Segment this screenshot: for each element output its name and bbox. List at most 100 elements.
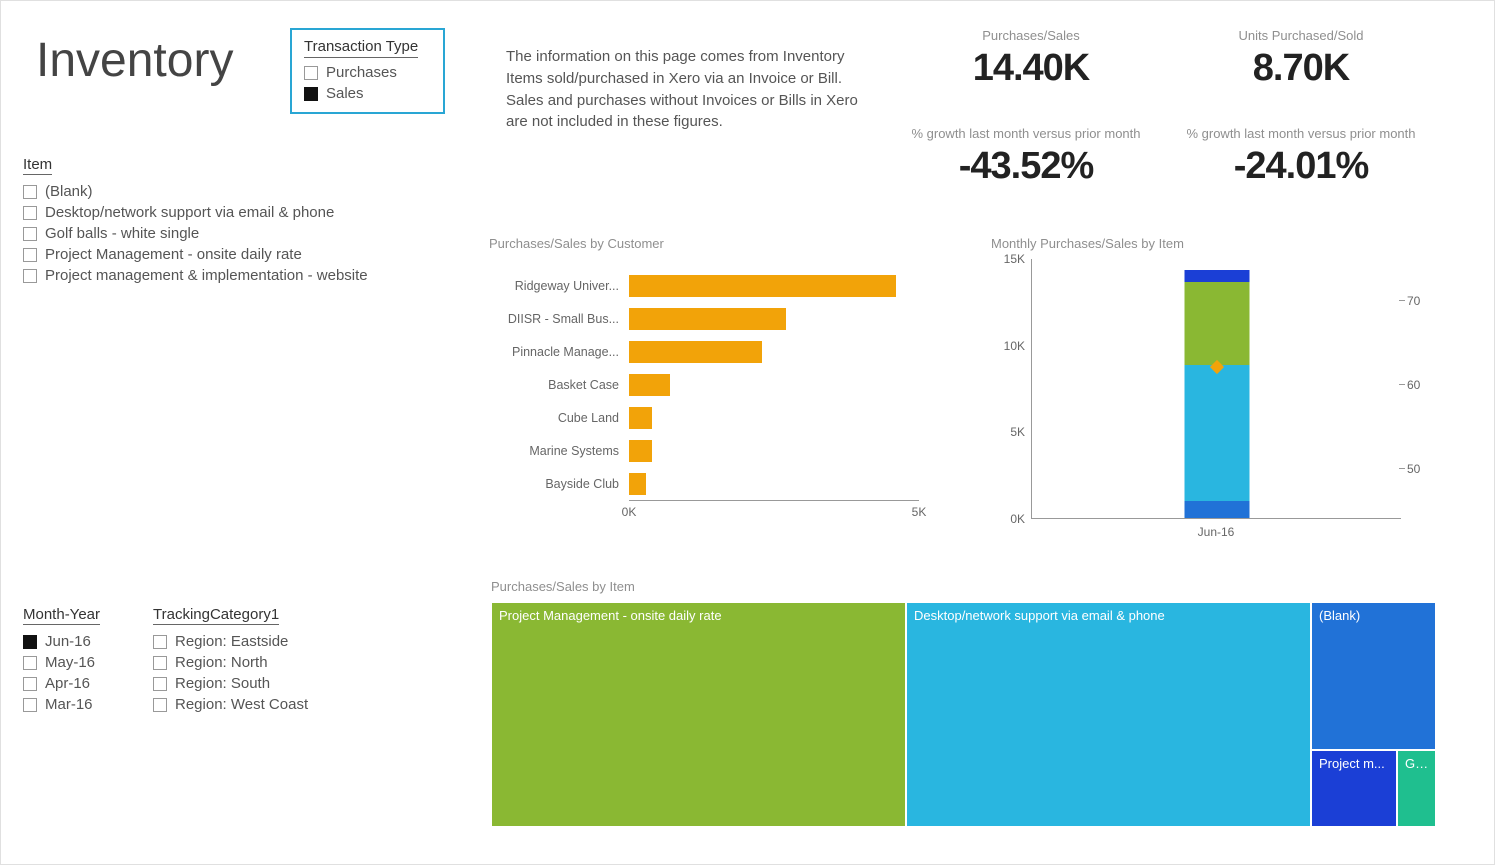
month-year-label: Jun-16 — [45, 633, 91, 650]
transaction-type-item[interactable]: Purchases — [304, 62, 431, 83]
treemap-cell[interactable]: (Blank) — [1311, 602, 1436, 750]
filter-title[interactable]: Month-Year — [23, 606, 100, 625]
kpi-purchases-sales: Purchases/Sales 14.40K — [926, 28, 1136, 90]
checkbox-icon[interactable] — [304, 66, 318, 80]
item-filter-item[interactable]: Project Management - onsite daily rate — [23, 244, 443, 265]
month-year-item[interactable]: May-16 — [23, 652, 143, 673]
bar-row[interactable]: Ridgeway Univer... — [489, 269, 919, 302]
kpi-value: 8.70K — [1196, 47, 1406, 90]
checkbox-icon[interactable] — [23, 185, 37, 199]
month-year-item[interactable]: Jun-16 — [23, 631, 143, 652]
filter-title[interactable]: TrackingCategory1 — [153, 606, 279, 625]
tracking-category-label: Region: South — [175, 675, 270, 692]
checkbox-icon[interactable] — [23, 227, 37, 241]
checkbox-icon[interactable] — [23, 677, 37, 691]
tracking-category-label: Region: Eastside — [175, 633, 288, 650]
column-segment[interactable] — [1184, 270, 1249, 282]
column-chart-y-axis: 0K5K10K15K — [991, 259, 1031, 519]
kpi-growth-units: % growth last month versus prior month -… — [1171, 126, 1431, 188]
stacked-column[interactable] — [1184, 270, 1249, 518]
checkbox-icon[interactable] — [23, 656, 37, 670]
checkbox-icon[interactable] — [23, 269, 37, 283]
transaction-type-slicer[interactable]: Transaction Type Purchases Sales — [290, 28, 445, 114]
treemap-cell[interactable]: Desktop/network support via email & phon… — [906, 602, 1311, 827]
item-filter[interactable]: Item (Blank) Desktop/network support via … — [23, 156, 443, 286]
column-segment[interactable] — [1184, 282, 1249, 365]
month-year-filter[interactable]: Month-Year Jun-16 May-16 Apr-16 Mar-16 — [23, 606, 143, 715]
kpi-value: -43.52% — [896, 145, 1156, 188]
kpi-label: % growth last month versus prior month — [896, 126, 1156, 141]
bar[interactable] — [629, 440, 652, 462]
axis-tick: 60 — [1407, 378, 1420, 392]
filter-title[interactable]: Item — [23, 156, 52, 175]
tracking-category-item[interactable]: Region: North — [153, 652, 353, 673]
bar-row[interactable]: Cube Land — [489, 401, 919, 434]
month-year-item[interactable]: Mar-16 — [23, 694, 143, 715]
item-filter-item[interactable]: (Blank) — [23, 181, 443, 202]
item-filter-item[interactable]: Desktop/network support via email & phon… — [23, 202, 443, 223]
column-chart-monthly-by-item[interactable]: Monthly Purchases/Sales by Item 0K5K10K1… — [991, 236, 1441, 539]
bar-row[interactable]: Marine Systems — [489, 434, 919, 467]
axis-tick: 5K — [912, 505, 927, 519]
treemap-cell[interactable]: Project m... — [1311, 750, 1397, 827]
bar-row[interactable]: Pinnacle Manage... — [489, 335, 919, 368]
kpi-value: 14.40K — [926, 47, 1136, 90]
bar[interactable] — [629, 341, 762, 363]
checkbox-icon[interactable] — [23, 635, 37, 649]
month-year-item[interactable]: Apr-16 — [23, 673, 143, 694]
slicer-title: Transaction Type — [304, 38, 418, 58]
page-title: Inventory — [36, 33, 233, 88]
bar[interactable] — [629, 407, 652, 429]
checkbox-icon[interactable] — [23, 206, 37, 220]
info-description: The information on this page comes from … — [506, 46, 866, 133]
chart-title: Monthly Purchases/Sales by Item — [991, 236, 1441, 251]
bar[interactable] — [629, 308, 786, 330]
bar-row[interactable]: Bayside Club — [489, 467, 919, 500]
checkbox-icon[interactable] — [153, 677, 167, 691]
bar[interactable] — [629, 473, 646, 495]
checkbox-icon[interactable] — [304, 87, 318, 101]
treemap-cell[interactable]: Project Management - onsite daily rate — [491, 602, 906, 827]
month-year-label: May-16 — [45, 654, 95, 671]
checkbox-icon[interactable] — [23, 698, 37, 712]
column-segment[interactable] — [1184, 365, 1249, 500]
item-filter-item[interactable]: Project management & implementation - we… — [23, 265, 443, 286]
tracking-category-item[interactable]: Region: West Coast — [153, 694, 353, 715]
axis-tick: 15K — [1004, 252, 1025, 266]
bar-row[interactable]: DIISR - Small Bus... — [489, 302, 919, 335]
tracking-category-item[interactable]: Region: Eastside — [153, 631, 353, 652]
bar-category-label: Pinnacle Manage... — [489, 345, 629, 359]
axis-tick: 0K — [622, 505, 637, 519]
axis-handle-icon — [1399, 384, 1405, 385]
item-filter-item[interactable]: Golf balls - white single — [23, 223, 443, 244]
bar-row[interactable]: Basket Case — [489, 368, 919, 401]
bar-category-label: Cube Land — [489, 411, 629, 425]
tracking-category-filter[interactable]: TrackingCategory1 Region: Eastside Region… — [153, 606, 353, 715]
bar[interactable] — [629, 275, 896, 297]
kpi-label: Units Purchased/Sold — [1196, 28, 1406, 43]
transaction-type-label: Sales — [326, 85, 364, 102]
axis-tick: 5K — [1010, 425, 1025, 439]
bar-category-label: Basket Case — [489, 378, 629, 392]
checkbox-icon[interactable] — [153, 656, 167, 670]
treemap-cell[interactable]: Gol... — [1397, 750, 1436, 827]
bar-category-label: Ridgeway Univer... — [489, 279, 629, 293]
item-filter-label: (Blank) — [45, 183, 93, 200]
transaction-type-item[interactable]: Sales — [304, 83, 431, 104]
bar-chart-purchases-by-customer[interactable]: Purchases/Sales by Customer Ridgeway Uni… — [489, 236, 919, 520]
bar-category-label: DIISR - Small Bus... — [489, 312, 629, 326]
column-segment[interactable] — [1184, 501, 1249, 518]
axis-tick: 70 — [1407, 294, 1420, 308]
month-year-label: Mar-16 — [45, 696, 93, 713]
checkbox-icon[interactable] — [23, 248, 37, 262]
kpi-units: Units Purchased/Sold 8.70K — [1196, 28, 1406, 90]
treemap-purchases-by-item[interactable]: Purchases/Sales by Item Project Manageme… — [491, 579, 1436, 827]
chart-title: Purchases/Sales by Item — [491, 579, 1436, 594]
tracking-category-item[interactable]: Region: South — [153, 673, 353, 694]
axis-handle-icon — [1399, 300, 1405, 301]
checkbox-icon[interactable] — [153, 635, 167, 649]
axis-tick: 10K — [1004, 339, 1025, 353]
checkbox-icon[interactable] — [153, 698, 167, 712]
bar[interactable] — [629, 374, 670, 396]
bar-category-label: Bayside Club — [489, 477, 629, 491]
